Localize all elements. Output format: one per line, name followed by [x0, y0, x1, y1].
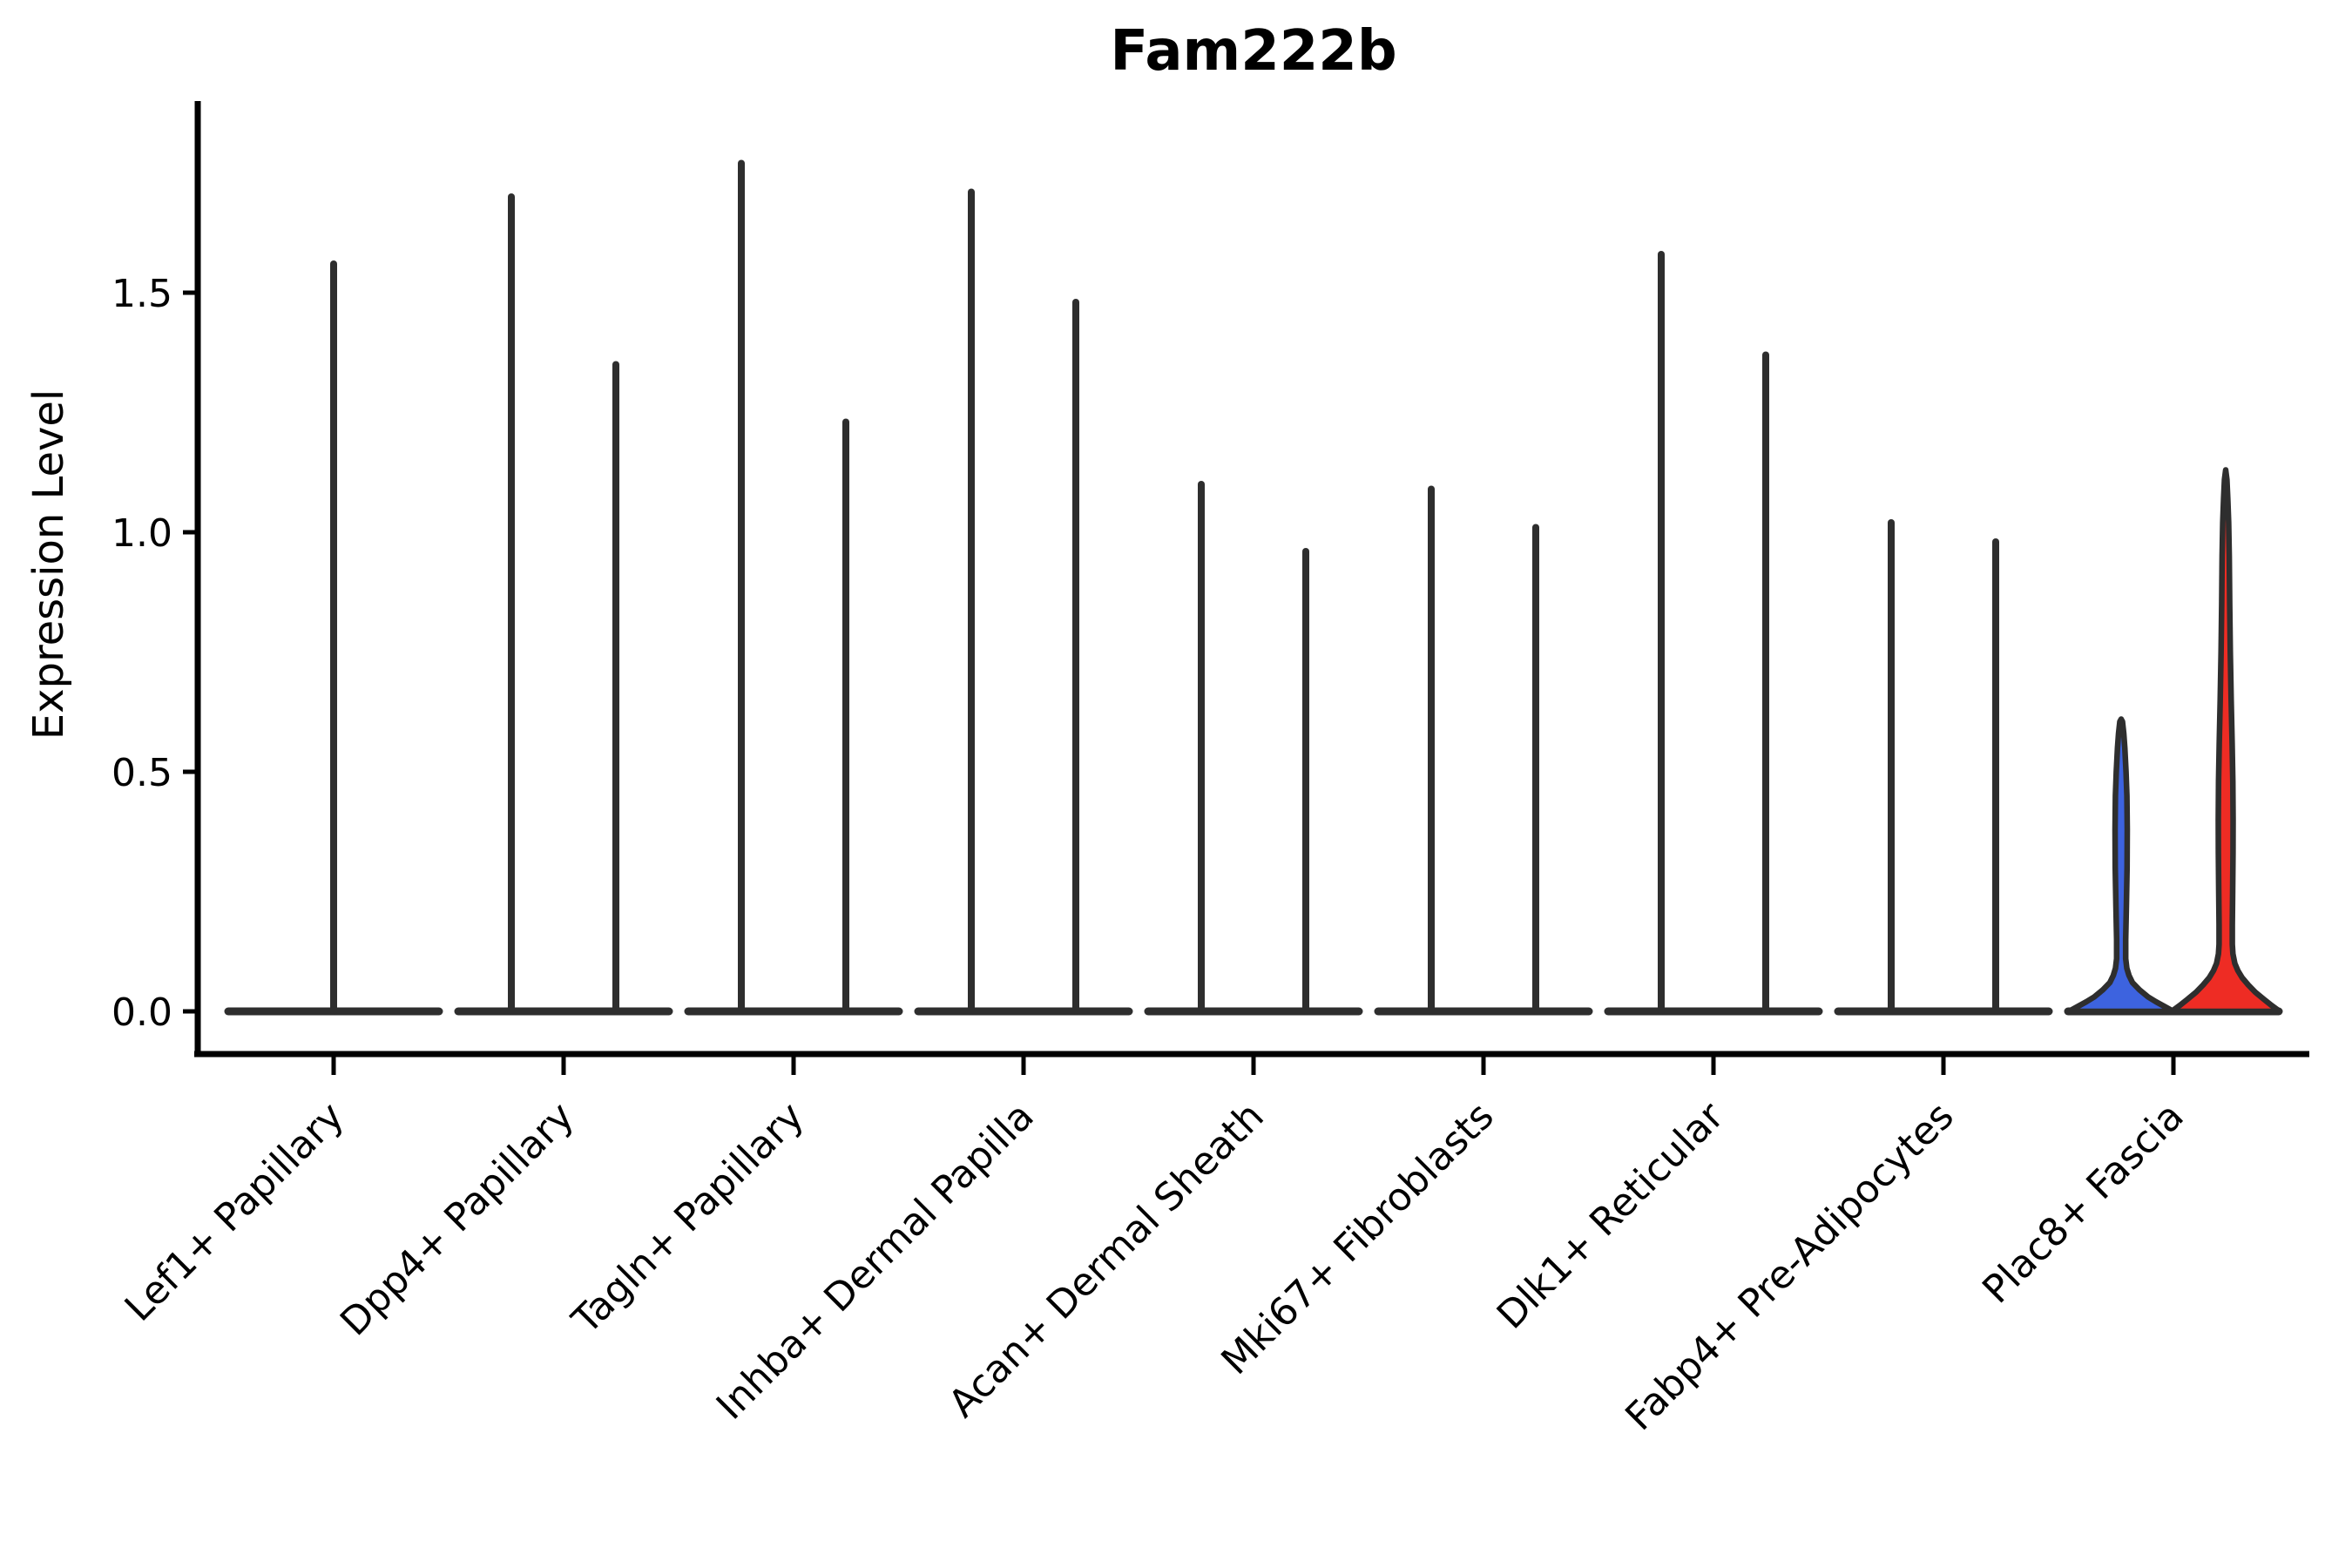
x-tick-label: Dlk1+ Reticular [1489, 1093, 1734, 1338]
y-axis-label: Expression Level [24, 389, 73, 740]
x-tick-label: Dpp4+ Papillary [332, 1094, 583, 1345]
y-tick-label: 1.5 [112, 272, 172, 316]
violin-shape [2065, 716, 2177, 1015]
x-tick-label: Plac8+ Fascia [1974, 1094, 2193, 1313]
violin-shape [2168, 467, 2283, 1015]
x-tick-label: Tagln+ Papillary [564, 1094, 813, 1343]
y-tick-label: 0.5 [112, 751, 172, 795]
y-tick-label: 0.0 [112, 990, 172, 1035]
x-tick-label: Lef1+ Papillary [117, 1094, 353, 1330]
y-tick-label: 1.0 [112, 511, 172, 556]
violin-layer [183, 159, 2283, 1075]
chart-title: Fam222b [1110, 19, 1396, 84]
